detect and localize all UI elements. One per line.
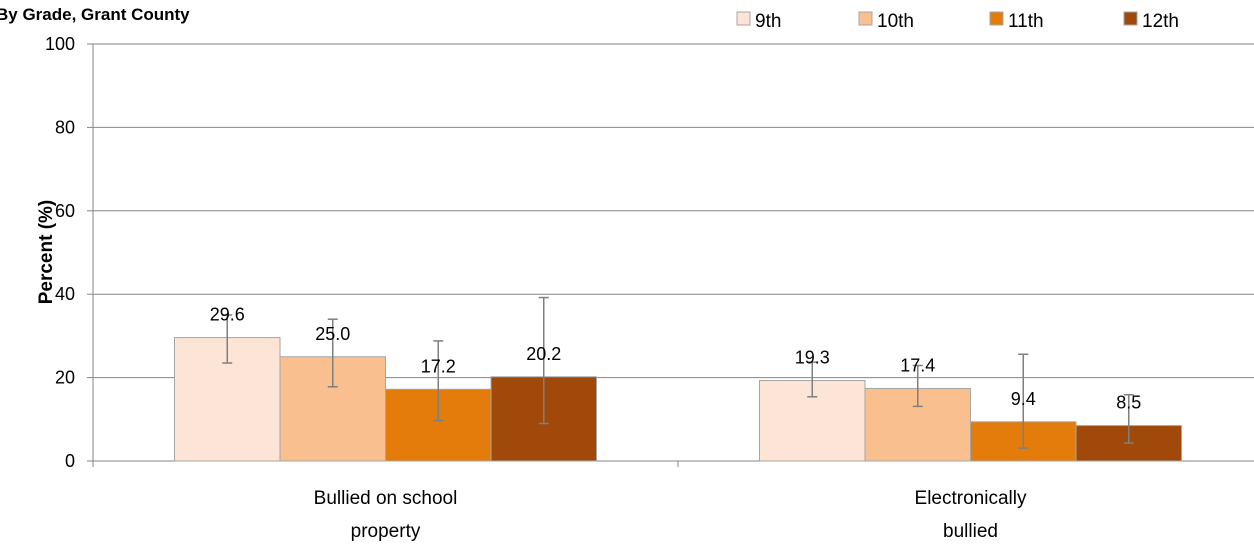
value-label: 25.0 [315, 324, 350, 344]
legend-label: 9th [755, 11, 781, 32]
y-tick-label: 80 [55, 117, 75, 137]
legend-label: 11th [1008, 11, 1044, 32]
category-label: Electronically bullied [915, 488, 1027, 542]
value-label: 8.5 [1116, 393, 1141, 413]
y-tick-label: 20 [55, 368, 75, 388]
value-label: 17.4 [900, 355, 935, 375]
y-tick-label: 100 [45, 34, 75, 54]
category-label: Bullied on school property [314, 488, 458, 542]
chart-title: By Grade, Grant County [0, 5, 190, 24]
legend-label: 10th [877, 11, 914, 32]
legend-swatch [989, 11, 1004, 26]
value-label: 19.3 [795, 348, 830, 368]
value-label: 29.6 [210, 305, 245, 325]
y-tick-label: 40 [55, 284, 75, 304]
legend-swatch [858, 11, 873, 26]
legend: 9th 10th 11th 12th [736, 11, 1179, 32]
gridlines [93, 43, 1254, 379]
value-label: 20.2 [526, 344, 561, 364]
legend-swatch [1123, 11, 1138, 26]
y-axis-ticks: 0 20 40 60 80 100 [45, 34, 75, 471]
x-axis-labels: Bullied on school property Electronically b… [314, 488, 1027, 542]
value-labels: 29.6 25.0 17.2 20.2 19.3 17.4 9.4 8.5 [210, 305, 1142, 413]
bars [174, 337, 1182, 462]
legend-label: 12th [1142, 11, 1179, 32]
y-tick-label: 0 [65, 451, 75, 471]
y-tick-label: 60 [55, 201, 75, 221]
value-label: 9.4 [1011, 389, 1036, 409]
y-axis-label: Percent (%) [36, 200, 57, 305]
value-label: 17.2 [421, 356, 456, 376]
error-bars [222, 296, 1134, 449]
legend-swatch [736, 11, 751, 26]
